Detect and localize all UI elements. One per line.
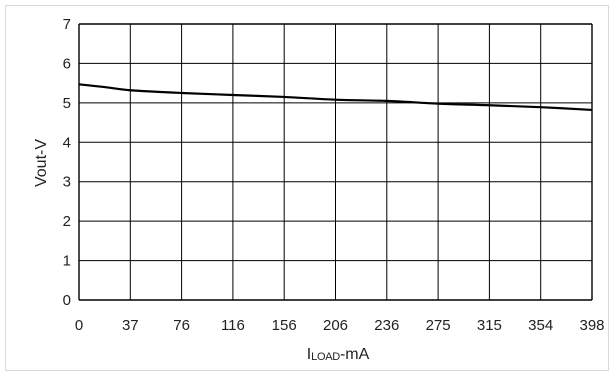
- x-tick-label: 315: [477, 317, 502, 334]
- x-tick-label: 275: [426, 317, 451, 334]
- x-axis-label-suffix: -mA: [340, 346, 370, 363]
- y-tick-label: 2: [63, 213, 71, 230]
- y-tick-label: 3: [63, 174, 71, 191]
- y-tick-label: 5: [63, 95, 71, 112]
- y-tick-label: 6: [63, 55, 71, 72]
- y-tick-label: 7: [63, 16, 71, 33]
- x-tick-labels: 0 37 76 116 156 206 236 275 315 354 398: [75, 317, 605, 334]
- chart-grid: [78, 23, 593, 301]
- x-tick-label: 398: [579, 317, 604, 334]
- y-tick-label: 4: [63, 134, 71, 151]
- y-tick-label: 0: [63, 292, 71, 309]
- x-axis-label-subscript: LOAD: [311, 351, 340, 363]
- chart-frame: [5, 5, 609, 371]
- chart-series: [78, 83, 593, 112]
- x-axis-label-prefix: I: [307, 346, 311, 363]
- x-tick-label: 354: [528, 317, 553, 334]
- x-axis-label: ILOAD-mA: [307, 346, 370, 363]
- x-tick-label: 37: [122, 317, 139, 334]
- x-tick-label: 76: [173, 317, 190, 334]
- y-axis-label: Vout-V: [33, 139, 50, 187]
- x-tick-label: 116: [221, 317, 245, 334]
- x-tick-label: 156: [272, 317, 297, 334]
- x-tick-label: 236: [374, 317, 399, 334]
- x-tick-label: 206: [323, 317, 348, 334]
- x-tick-label: 0: [75, 317, 83, 334]
- series-line-0: [78, 83, 593, 112]
- y-tick-label: 1: [63, 253, 71, 270]
- y-tick-labels: 0 1 2 3 4 5 6 7: [63, 16, 71, 309]
